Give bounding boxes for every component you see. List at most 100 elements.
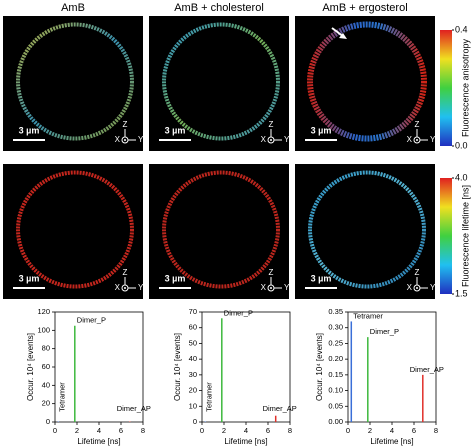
y-tick-label: 100	[37, 325, 50, 334]
colorbar-tick-label: 4.0	[455, 172, 468, 182]
axis-z-label: Z	[123, 268, 128, 277]
axis-icon-dot	[124, 287, 126, 289]
colorbar	[440, 178, 452, 294]
y-tick-label: 40	[189, 354, 197, 363]
micrograph	[149, 164, 289, 299]
peak-label: Dimer_P	[224, 308, 253, 317]
scale-label: 3 µm	[165, 273, 186, 283]
membrane-ring	[308, 170, 426, 289]
membrane-ring	[307, 21, 427, 142]
x-tick-label: 8	[434, 426, 438, 435]
y-tick-label: 60	[189, 323, 197, 332]
micrograph	[295, 164, 435, 299]
column-title: AmB + ergosterol	[322, 2, 407, 14]
membrane-ring	[16, 22, 134, 141]
x-axis-label: Lifetime [ns]	[370, 437, 413, 446]
axis-y-label: Y	[284, 135, 290, 144]
axis-icon-dot	[270, 139, 272, 141]
y-tick-label: 0.20	[328, 354, 343, 363]
axis-x-label: X	[407, 283, 413, 292]
colorbar	[440, 30, 452, 146]
x-tick-label: 6	[266, 426, 270, 435]
axis-y-label: Y	[138, 283, 144, 292]
y-tick-label: 70	[189, 307, 197, 316]
axis-icon-dot	[416, 139, 418, 141]
y-tick-label: 0.05	[328, 401, 343, 410]
x-tick-label: 2	[75, 426, 79, 435]
x-tick-label: 2	[222, 426, 226, 435]
y-tick-label: 20	[189, 386, 197, 395]
axis-x-label: X	[261, 283, 267, 292]
y-tick-label: 20	[42, 399, 50, 408]
colorbar-tick-label: 1.5	[455, 288, 468, 298]
x-tick-label: 0	[346, 426, 350, 435]
x-tick-label: 2	[368, 426, 372, 435]
axis-y-label: Y	[430, 283, 436, 292]
scale-label: 3 µm	[311, 273, 332, 283]
axis-z-label: Z	[415, 120, 420, 129]
peak-label: Dimer_AP	[117, 404, 151, 413]
y-tick-label: 40	[42, 380, 50, 389]
peak-label: Dimer_P	[370, 327, 399, 336]
x-axis-label: Lifetime [ns]	[224, 437, 267, 446]
axis-y-label: Y	[138, 135, 144, 144]
peak-label: Tetramer	[353, 311, 383, 320]
membrane-ring	[162, 22, 280, 141]
x-tick-label: 4	[97, 426, 101, 435]
micrograph	[3, 164, 143, 299]
scale-label: 3 µm	[311, 125, 332, 135]
y-tick-label: 0.10	[328, 386, 343, 395]
y-tick-label: 0	[46, 417, 50, 426]
micrograph	[295, 16, 435, 151]
y-tick-label: 0	[193, 417, 197, 426]
peak-label: Tetramer	[204, 382, 213, 412]
colorbar-tick-label: 0.4	[455, 24, 468, 34]
scale-label: 3 µm	[19, 125, 40, 135]
y-axis-label: Occur. 10⁴ [events]	[315, 333, 324, 401]
colorbar-tick-label: 0.0	[455, 140, 468, 150]
axis-icon-dot	[270, 287, 272, 289]
y-tick-label: 0.00	[328, 417, 343, 426]
micrograph	[149, 16, 289, 151]
micrograph	[3, 16, 143, 151]
y-axis-label: Occur. 10⁴ [events]	[26, 333, 35, 401]
x-axis-label: Lifetime [ns]	[77, 437, 120, 446]
x-tick-label: 4	[390, 426, 394, 435]
y-tick-label: 50	[189, 338, 197, 347]
axis-x-label: X	[115, 283, 121, 292]
membrane-ring	[16, 170, 134, 289]
axis-x-label: X	[407, 135, 413, 144]
axis-y-label: Y	[284, 283, 290, 292]
y-tick-label: 0.35	[328, 307, 343, 316]
x-tick-label: 8	[141, 426, 145, 435]
column-title: AmB	[61, 2, 85, 14]
axis-z-label: Z	[269, 268, 274, 277]
axis-y-label: Y	[430, 135, 436, 144]
scale-label: 3 µm	[19, 273, 40, 283]
x-tick-label: 0	[200, 426, 204, 435]
y-tick-label: 0.25	[328, 338, 343, 347]
y-tick-label: 30	[189, 370, 197, 379]
y-tick-label: 120	[37, 307, 50, 316]
y-tick-label: 0.15	[328, 370, 343, 379]
scale-label: 3 µm	[165, 125, 186, 135]
x-tick-label: 6	[412, 426, 416, 435]
y-tick-label: 10	[189, 401, 197, 410]
x-tick-label: 0	[53, 426, 57, 435]
membrane-ring	[162, 170, 280, 289]
colorbar-label: Fluorescence lifetime [ns]	[460, 185, 470, 287]
y-tick-label: 0.30	[328, 323, 343, 332]
axis-z-label: Z	[269, 120, 274, 129]
peak-label: Dimer_P	[77, 316, 106, 325]
x-tick-label: 8	[288, 426, 292, 435]
peak-label: Tetramer	[57, 382, 66, 412]
colorbar-label: Fluorescence anisotropy	[460, 38, 470, 137]
y-tick-label: 80	[42, 344, 50, 353]
axis-x-label: X	[261, 135, 267, 144]
axis-z-label: Z	[123, 120, 128, 129]
y-tick-label: 60	[42, 362, 50, 371]
axis-icon-dot	[416, 287, 418, 289]
peak-label: Dimer_AP	[410, 365, 444, 374]
axis-x-label: X	[115, 135, 121, 144]
